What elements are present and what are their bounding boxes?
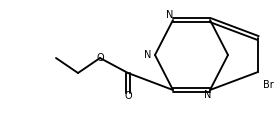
Text: N: N [166,10,174,20]
Text: N: N [144,50,152,60]
Text: N: N [204,90,212,100]
Text: O: O [96,53,104,63]
Text: O: O [124,91,132,101]
Text: Br: Br [263,80,274,90]
